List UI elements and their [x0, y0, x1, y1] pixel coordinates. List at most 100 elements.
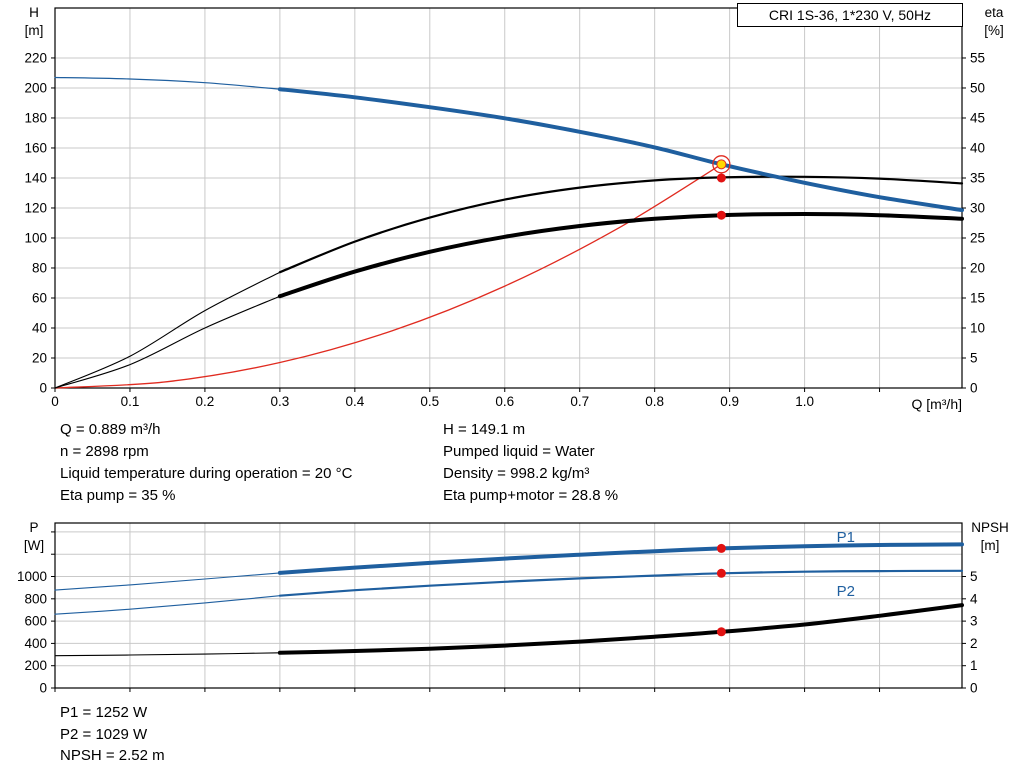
x-tick-label: 0.6	[495, 394, 514, 409]
eta-pump-motor-curve	[277, 212, 964, 299]
y-right-tick-label: 5	[970, 350, 978, 365]
eta-axis-label-symbol: eta	[984, 5, 1004, 20]
y-left-tick-label: 200	[24, 80, 47, 95]
y-left-tick-label: 0	[39, 681, 47, 696]
y-left-tick-label: 40	[32, 320, 47, 335]
y-right-tick-label: 0	[970, 681, 978, 696]
p1-curve	[277, 542, 964, 575]
y-right-tick-label: 10	[970, 320, 985, 335]
npsh-axis-label: NPSH [m]	[960, 519, 1020, 555]
y-right-tick-label: 5	[970, 569, 978, 584]
y-right-tick-label: 45	[970, 110, 985, 125]
eta-pump-curve	[278, 175, 964, 274]
y-left-tick-label: 80	[32, 260, 47, 275]
y-right-tick-label: 1	[970, 658, 978, 673]
operating-info-right: H = 149.1 m Pumped liquid = Water Densit…	[443, 419, 618, 507]
result-info: P1 = 1252 W P2 = 1029 W NPSH = 2.52 m	[60, 702, 165, 767]
info-line-density: Density = 998.2 kg/m³	[443, 465, 590, 482]
p2-point-marker	[716, 568, 726, 578]
y-left-tick-label: 20	[32, 350, 47, 365]
power-npsh-chart-gridlines	[55, 523, 962, 688]
npsh-axis-label-unit: [m]	[980, 538, 1000, 553]
h-axis-label-symbol: H	[29, 5, 39, 20]
p-axis-label-unit: [W]	[23, 538, 45, 553]
y-right-tick-label: 40	[970, 140, 985, 155]
y-right-tick-label: 25	[970, 230, 985, 245]
y-right-tick-label: 2	[970, 636, 978, 651]
info-line-eta-pump: Eta pump = 35 %	[60, 487, 176, 504]
y-right-tick-label: 4	[970, 591, 978, 606]
hq-eta-chart-gridlines	[55, 8, 962, 388]
info-line-eta-pump-motor: Eta pump+motor = 28.8 %	[443, 487, 619, 504]
info-line-q: Q = 0.889 m³/h	[60, 421, 161, 438]
x-tick-label: 0.9	[720, 394, 739, 409]
chart-title-box: CRI 1S-36, 1*230 V, 50Hz	[737, 3, 963, 27]
p1-point-marker	[716, 543, 726, 553]
x-tick-label: 0.2	[196, 394, 215, 409]
series-label-p2: P2	[837, 583, 855, 600]
x-tick-label: 1.0	[795, 394, 814, 409]
x-tick-label: 0.1	[121, 394, 140, 409]
y-left-tick-label: 180	[24, 110, 47, 125]
info-line-liquid-temp: Liquid temperature during operation = 20…	[60, 465, 353, 482]
info-line-n: n = 2898 rpm	[60, 443, 149, 460]
y-right-tick-label: 15	[970, 290, 985, 305]
y-left-tick-label: 120	[24, 200, 47, 215]
y-left-tick-label: 1000	[17, 569, 47, 584]
y-right-tick-label: 35	[970, 170, 985, 185]
y-left-tick-label: 400	[24, 636, 47, 651]
info-line-h: H = 149.1 m	[443, 421, 526, 438]
info-line-p2: P2 = 1029 W	[60, 725, 148, 743]
hq-curve	[277, 87, 964, 213]
y-left-tick-label: 100	[24, 230, 47, 245]
y-right-tick-label: 3	[970, 614, 978, 629]
y-left-tick-label: 60	[32, 290, 47, 305]
info-line-p1: P1 = 1252 W	[60, 704, 148, 721]
duty-point-marker	[716, 159, 727, 170]
h-axis-label-unit: [m]	[24, 23, 44, 38]
y-left-tick-label: 220	[24, 50, 47, 65]
x-tick-label: 0.7	[570, 394, 589, 409]
eta-pump-curve-thin	[54, 271, 281, 389]
p1-curve-thin	[54, 572, 281, 591]
eta-pump-motor-point-marker	[716, 210, 726, 220]
h-axis-label: H [m]	[16, 4, 52, 40]
x-tick-label: 0.8	[645, 394, 664, 409]
eta-pump-point-marker	[716, 173, 726, 183]
y-left-tick-label: 600	[24, 614, 47, 629]
system-curve	[54, 163, 723, 389]
eta-axis-label: eta [%]	[972, 4, 1016, 40]
y-left-tick-label: 0	[39, 381, 47, 396]
y-right-tick-label: 55	[970, 50, 985, 65]
y-left-tick-label: 140	[24, 170, 47, 185]
y-right-tick-label: 30	[970, 200, 985, 215]
y-right-tick-label: 50	[970, 80, 985, 95]
info-line-pumped-liquid: Pumped liquid = Water	[443, 443, 595, 460]
y-right-tick-label: 0	[970, 381, 978, 396]
npsh-axis-label-symbol: NPSH	[971, 520, 1009, 535]
npsh-curve	[277, 603, 964, 655]
x-tick-label: 0.5	[420, 394, 439, 409]
duty-point-ring	[712, 155, 731, 174]
x-tick-label: 0.3	[270, 394, 289, 409]
y-left-tick-label: 160	[24, 140, 47, 155]
y-left-tick-label: 200	[24, 658, 47, 673]
p2-curve-thin	[54, 595, 281, 615]
q-axis-label: Q [m³/h]	[911, 396, 962, 412]
hq-eta-chart-plot-border	[54, 7, 963, 389]
info-line-npsh: NPSH = 2.52 m	[60, 747, 165, 764]
x-tick-label: 0.4	[345, 394, 364, 409]
x-tick-label: 0	[51, 394, 59, 409]
npsh-curve-thin	[54, 652, 281, 657]
p2-curve	[278, 569, 964, 597]
chart-title: CRI 1S-36, 1*230 V, 50Hz	[768, 7, 932, 23]
eta-pump-motor-curve-thin	[54, 295, 281, 389]
hq-curve-thin	[54, 76, 281, 90]
y-left-tick-label: 800	[24, 591, 47, 606]
operating-info-left: Q = 0.889 m³/h n = 2898 rpm Liquid tempe…	[60, 419, 352, 507]
p-axis-label: P [W]	[16, 519, 52, 555]
eta-axis-label-unit: [%]	[984, 23, 1004, 38]
npsh-point-marker	[716, 627, 726, 637]
